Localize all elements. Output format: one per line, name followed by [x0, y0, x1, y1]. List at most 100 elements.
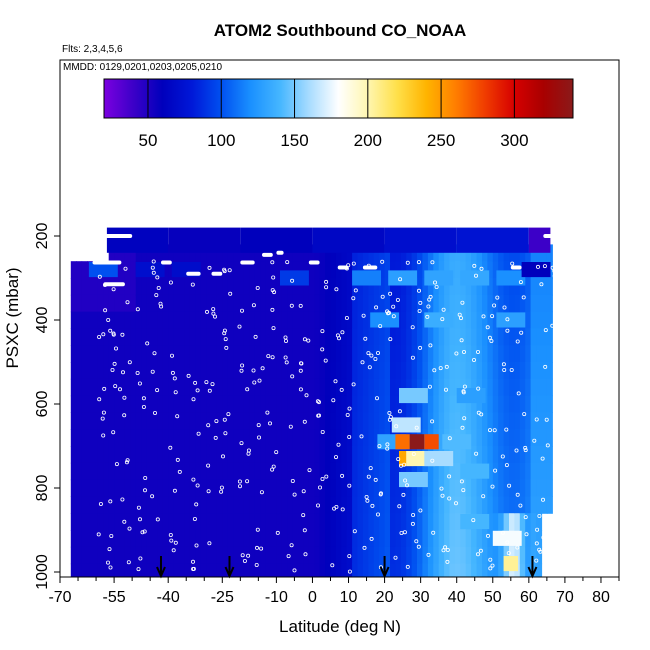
sample-point — [410, 521, 415, 526]
heatmap-cell — [227, 429, 234, 447]
heatmap-data-cell — [391, 417, 421, 433]
heatmap-cell — [352, 563, 359, 577]
heatmap-cell — [87, 513, 93, 531]
heatmap-cell — [298, 412, 304, 430]
sample-point — [298, 368, 303, 373]
sample-point — [377, 444, 382, 449]
heatmap-cell — [319, 446, 326, 464]
sample-point — [125, 300, 130, 305]
heatmap-cell — [114, 294, 121, 313]
heatmap-cell — [162, 446, 169, 464]
heatmap-cell — [168, 261, 175, 279]
heatmap-cell — [357, 546, 364, 565]
heatmap-cell — [227, 278, 234, 296]
heatmap-cell — [281, 278, 288, 296]
heatmap-cell — [76, 378, 83, 397]
heatmap-cell — [427, 395, 434, 413]
heatmap-cell — [417, 479, 423, 497]
sample-point — [534, 558, 539, 563]
heatmap-cell — [373, 479, 380, 497]
heatmap-cell — [308, 395, 315, 413]
sample-point — [454, 351, 459, 356]
heatmap-cell — [460, 446, 467, 464]
sample-point — [537, 514, 542, 519]
heatmap-cell — [184, 244, 191, 262]
heatmap-cell — [124, 362, 131, 380]
heatmap-cell — [70, 328, 77, 346]
sample-point — [521, 295, 526, 300]
heatmap-cell — [76, 328, 83, 346]
heatmap-cell — [444, 278, 451, 296]
sample-point — [316, 413, 321, 418]
heatmap-cell — [546, 244, 553, 262]
heatmap-cell — [216, 479, 223, 497]
heatmap-cell — [157, 429, 164, 447]
heatmap-cell — [438, 513, 445, 531]
heatmap-cell — [503, 513, 510, 531]
heatmap-cell — [87, 530, 93, 548]
heatmap-cell — [287, 462, 294, 481]
heatmap-cell — [373, 513, 380, 531]
heatmap-cell — [281, 563, 288, 577]
sample-point — [398, 277, 403, 282]
heatmap-cell — [141, 412, 148, 430]
heatmap-cell — [114, 462, 121, 481]
heatmap-cell — [519, 412, 526, 430]
heatmap-cell — [492, 429, 499, 447]
heatmap-cell — [87, 446, 93, 464]
sample-point — [254, 563, 259, 568]
heatmap-cell — [438, 530, 445, 548]
heatmap-cell — [238, 496, 245, 514]
heatmap-cell — [362, 395, 369, 413]
heatmap-cell — [482, 429, 488, 447]
heatmap-cell — [487, 446, 494, 464]
heatmap-cell — [379, 362, 386, 380]
heatmap-cell — [233, 546, 240, 565]
heatmap-cell — [476, 345, 483, 363]
sample-point — [351, 382, 356, 387]
heatmap-data-cell — [280, 270, 309, 286]
heatmap-cell — [438, 546, 445, 565]
heatmap-cell — [368, 446, 375, 464]
heatmap-cell — [352, 261, 359, 279]
heatmap-cell — [487, 378, 494, 397]
heatmap-cell — [503, 446, 510, 464]
heatmap-cell — [206, 412, 213, 430]
heatmap-cell — [411, 328, 418, 346]
heatmap-cell — [400, 530, 407, 548]
heatmap-cell — [271, 261, 277, 279]
heatmap-cell — [536, 345, 543, 363]
heatmap-cell — [124, 412, 131, 430]
heatmap-cell — [211, 513, 218, 531]
heatmap-cell — [482, 278, 488, 296]
heatmap-cell — [260, 278, 267, 296]
heatmap-cell — [287, 429, 294, 447]
heatmap-cell — [87, 395, 93, 413]
heatmap-cell — [108, 345, 115, 363]
heatmap-cell — [341, 244, 348, 262]
heatmap-cell — [379, 278, 386, 296]
heatmap-cell — [276, 546, 283, 565]
sample-point — [492, 303, 497, 308]
heatmap-cell — [216, 378, 223, 397]
sample-point — [122, 519, 127, 524]
heatmap-cell — [249, 345, 256, 363]
sample-point — [524, 532, 529, 537]
sample-point — [120, 332, 125, 337]
heatmap-cell — [487, 362, 494, 380]
heatmap-cell — [390, 546, 396, 565]
heatmap-cell — [379, 530, 386, 548]
heatmap-cell — [70, 530, 77, 548]
heatmap-cell — [325, 378, 332, 397]
sample-point — [458, 316, 463, 321]
heatmap-cell — [168, 429, 175, 447]
heatmap-cell — [476, 362, 483, 380]
heatmap-cell — [276, 294, 283, 313]
heatmap-cell — [390, 345, 396, 363]
heatmap-cell — [352, 496, 359, 514]
heatmap-cell — [249, 479, 256, 497]
heatmap-cell — [287, 412, 294, 430]
heatmap-cell — [76, 362, 83, 380]
heatmap-cell — [233, 345, 240, 363]
heatmap-cell — [292, 429, 299, 447]
